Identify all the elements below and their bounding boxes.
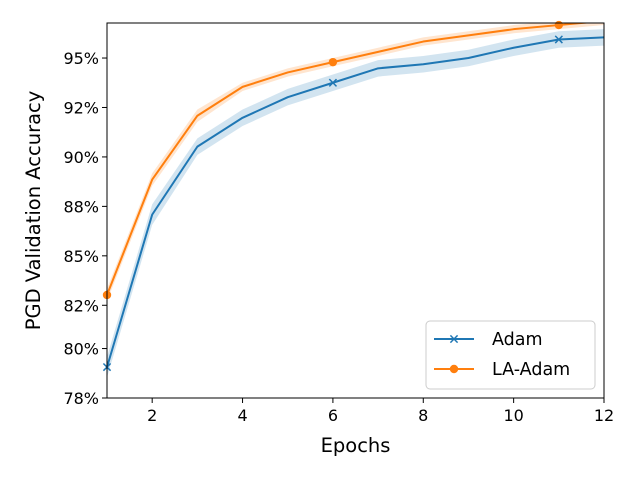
marker-stroke <box>554 35 563 44</box>
y-tick-label: 90% <box>63 148 99 167</box>
y-tick-label: 85% <box>63 247 99 266</box>
x-tick-label: 12 <box>594 406 614 425</box>
legend-marker-la-adam <box>449 364 459 374</box>
y-tick-label: 92% <box>63 98 99 117</box>
legend: Adam LA-Adam <box>425 320 596 390</box>
line-la-adam <box>107 23 593 296</box>
y-tick-label: 80% <box>63 340 99 359</box>
marker-adam <box>328 78 338 87</box>
series-markers <box>102 20 564 372</box>
legend-label-la-adam: LA-Adam <box>492 360 570 380</box>
y-axis-label: PGD Validation Accuracy <box>22 91 45 331</box>
x-axis-label: Epochs <box>321 434 391 457</box>
marker-la-adam <box>554 20 564 30</box>
x-tick-label: 6 <box>328 406 338 425</box>
confidence-bands <box>107 23 604 378</box>
y-tick-label: 78% <box>63 389 99 408</box>
band-la-adam <box>107 23 604 302</box>
y-tick-label: 82% <box>63 296 99 315</box>
y-tick-label: 95% <box>63 49 99 68</box>
marker-adam <box>554 35 563 44</box>
x-axis-ticks: 2 4 6 8 10 12 <box>147 398 614 425</box>
plot-frame <box>106 22 605 399</box>
marker-stroke <box>328 78 338 87</box>
marker-stroke <box>449 334 459 344</box>
y-tick-label: 88% <box>63 197 99 216</box>
series-lines <box>107 23 604 368</box>
line-adam <box>107 36 604 368</box>
x-tick-label: 2 <box>147 406 157 425</box>
x-tick-label: 8 <box>418 406 428 425</box>
legend-label-adam: Adam <box>492 330 543 350</box>
legend-marker-adam <box>449 334 459 344</box>
marker-la-adam <box>328 57 338 67</box>
x-tick-label: 4 <box>237 406 247 425</box>
x-tick-label: 10 <box>503 406 523 425</box>
y-axis-ticks: 78% 80% 82% 85% 88% 90% 92% 95% <box>63 49 107 408</box>
